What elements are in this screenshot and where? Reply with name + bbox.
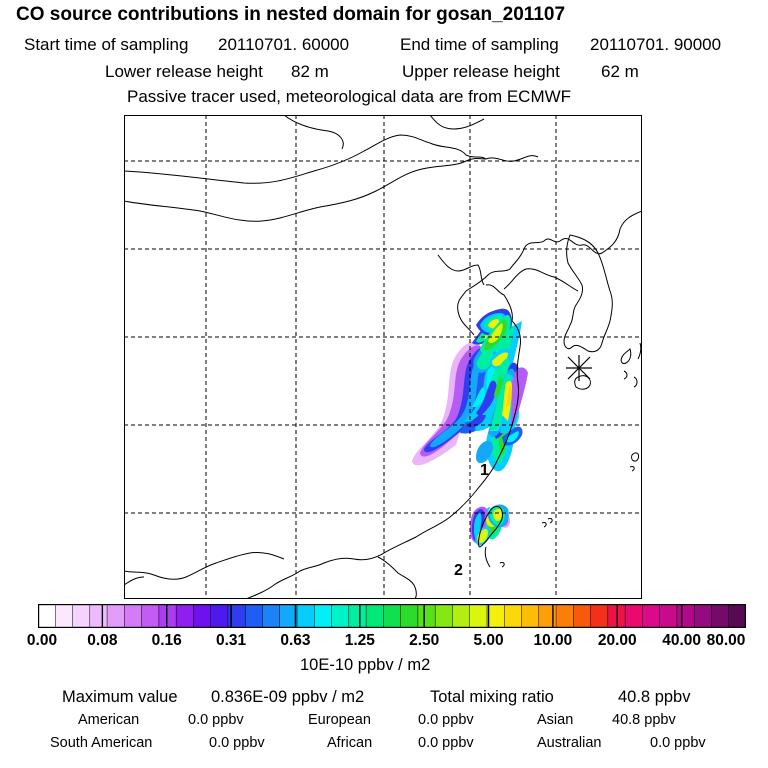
colorbar-cell	[417, 604, 436, 628]
region-value: 0.0 ppbv	[650, 735, 706, 751]
colorbar-cell	[728, 604, 746, 628]
colorbar-cell	[676, 604, 695, 628]
colorbar-cell	[296, 604, 315, 628]
colorbar-cell	[486, 604, 505, 628]
region-label-2: 2	[454, 562, 463, 579]
colorbar-cell	[469, 604, 488, 628]
colorbar-tick-label: 5.00	[473, 632, 504, 649]
colorbar-cell	[175, 604, 194, 628]
colorbar-cell	[452, 604, 471, 628]
colorbar-cell	[38, 604, 56, 628]
colorbar-cell	[503, 604, 523, 628]
colorbar-cell	[314, 604, 333, 628]
region-name: Australian	[537, 735, 602, 751]
map-panel: 1 2	[124, 115, 642, 599]
colorbar-cell	[158, 604, 177, 628]
colorbar-cell	[331, 604, 350, 628]
colorbar-cell	[521, 604, 540, 628]
coastlines	[124, 115, 642, 599]
concentration-plume	[412, 308, 528, 546]
colorbar-tick-label: 1.25	[344, 632, 375, 649]
graticule	[124, 115, 642, 599]
colorbar-cell	[193, 604, 212, 628]
colorbar	[38, 604, 746, 628]
region-name: European	[308, 712, 371, 728]
end-time-value: 20110701. 90000	[590, 35, 722, 54]
colorbar-cell	[72, 604, 91, 628]
colorbar-tick-label: 2.50	[409, 632, 440, 649]
colorbar-cell	[400, 604, 419, 628]
colorbar-cell	[262, 604, 281, 628]
total-mixing-label: Total mixing ratio	[430, 688, 554, 706]
colorbar-tick-label: 10.00	[533, 632, 573, 649]
max-value: 0.836E-09 ppbv / m2	[211, 688, 365, 706]
colorbar-cell	[590, 604, 609, 628]
receptor-marker	[566, 355, 592, 381]
colorbar-tick-label: 0.31	[215, 632, 247, 649]
colorbar-cell	[434, 604, 453, 628]
region-label-1: 1	[480, 462, 489, 479]
colorbar-cell	[538, 604, 557, 628]
colorbar-cell	[89, 604, 108, 628]
colorbar-cell	[55, 604, 74, 628]
colorbar-cell	[106, 604, 125, 628]
region-value: 0.0 ppbv	[418, 735, 474, 751]
figure-title: CO source contributions in nested domain…	[16, 4, 566, 25]
region-value: 0.0 ppbv	[209, 735, 265, 751]
upper-height-label: Upper release height	[402, 62, 560, 81]
region-name: American	[78, 712, 140, 728]
end-time-label: End time of sampling	[400, 35, 559, 54]
region-name: South American	[50, 735, 153, 751]
region-name: African	[327, 735, 373, 751]
colorbar-tick-label: 80.00	[706, 632, 746, 649]
colorbar-tick-label: 0.00	[26, 632, 58, 649]
colorbar-cell	[642, 604, 661, 628]
colorbar-cell	[383, 604, 402, 628]
colorbar-cell	[624, 604, 643, 628]
colorbar-tick-label: 0.08	[87, 632, 118, 649]
total-mixing-value: 40.8 ppbv	[618, 688, 691, 706]
colorbar-cell	[141, 604, 160, 628]
colorbar-tick-label: 40.00	[662, 632, 702, 649]
map-frame	[124, 115, 642, 599]
colorbar-cell	[573, 604, 592, 628]
region-name: Asian	[537, 712, 574, 728]
colorbar-cell	[711, 604, 730, 628]
colorbar-unit: 10E-10 ppbv / m2	[300, 656, 431, 674]
start-time-value: 20110701. 60000	[218, 35, 350, 54]
upper-height-value: 62 m	[601, 62, 639, 81]
colorbar-cell	[348, 604, 367, 628]
colorbar-cell	[210, 604, 229, 628]
colorbar-tick-label: 0.63	[280, 632, 311, 649]
colorbar-cell	[279, 604, 298, 628]
colorbar-cell	[244, 604, 264, 628]
region-value: 0.0 ppbv	[418, 712, 474, 728]
lower-height-value: 82 m	[291, 62, 329, 81]
start-time-label: Start time of sampling	[24, 35, 189, 54]
colorbar-cell	[124, 604, 143, 628]
colorbar-cell	[555, 604, 574, 628]
max-value-label: Maximum value	[62, 688, 178, 706]
tracer-note: Passive tracer used, meteorological data…	[127, 87, 572, 106]
region-value: 0.0 ppbv	[188, 712, 244, 728]
region-value: 40.8 ppbv	[612, 712, 676, 728]
colorbar-cell	[693, 604, 713, 628]
colorbar-tick-label: 0.16	[151, 632, 182, 649]
colorbar-tick-label: 20.00	[597, 632, 637, 649]
colorbar-cell	[659, 604, 678, 628]
lower-height-label: Lower release height	[105, 62, 263, 81]
colorbar-cell	[365, 604, 384, 628]
